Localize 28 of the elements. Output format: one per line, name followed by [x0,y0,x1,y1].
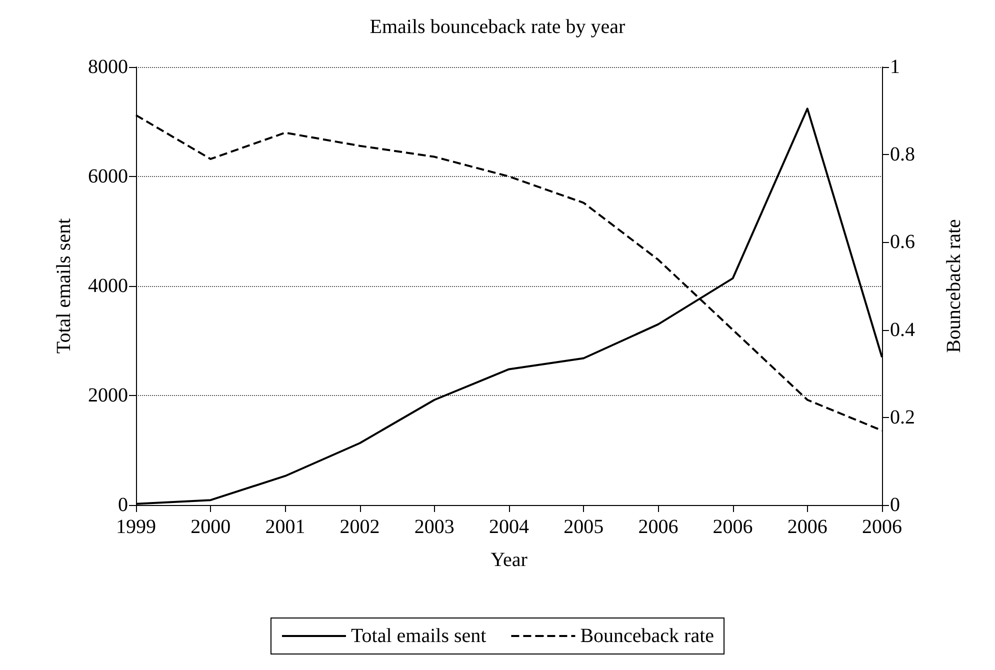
y-tick-label: 2000 [88,384,128,406]
y-tick-label: 6000 [88,166,128,188]
y-tick-label: 0 [118,494,128,516]
x-tick-label: 2002 [340,516,380,538]
y2-tick-label: 0.2 [890,406,915,428]
x-tick-label: 2004 [489,516,529,538]
x-tick-label: 2006 [787,516,828,538]
y2-tick-label: 1 [890,56,900,78]
legend-label: Bounceback rate [580,625,714,647]
chart-title: Emails bounceback rate by year [370,16,626,38]
y2-tick-label: 0.4 [890,318,915,341]
y2-tick-label: 0 [890,494,900,516]
legend-label: Total emails sent [350,625,487,647]
x-tick-label: 2001 [265,516,306,538]
y-tick-label: 4000 [88,275,128,297]
x-tick-label: 2003 [414,516,454,538]
x-tick-label: 2006 [712,516,753,538]
y-tick-label: 8000 [88,56,128,78]
x-axis-title: Year [490,549,528,571]
y2-axis-title: Bounceback rate [943,218,965,353]
x-tick-label: 1999 [116,516,156,538]
x-tick-label: 2006 [862,516,902,538]
x-tick-label: 2000 [190,516,231,538]
y2-tick-label: 0.6 [890,231,915,254]
y-axis-title: Total emails sent [53,218,75,354]
y2-tick-label: 0.8 [890,144,915,166]
x-tick-label: 2005 [564,516,604,538]
x-tick-label: 2006 [638,516,678,538]
